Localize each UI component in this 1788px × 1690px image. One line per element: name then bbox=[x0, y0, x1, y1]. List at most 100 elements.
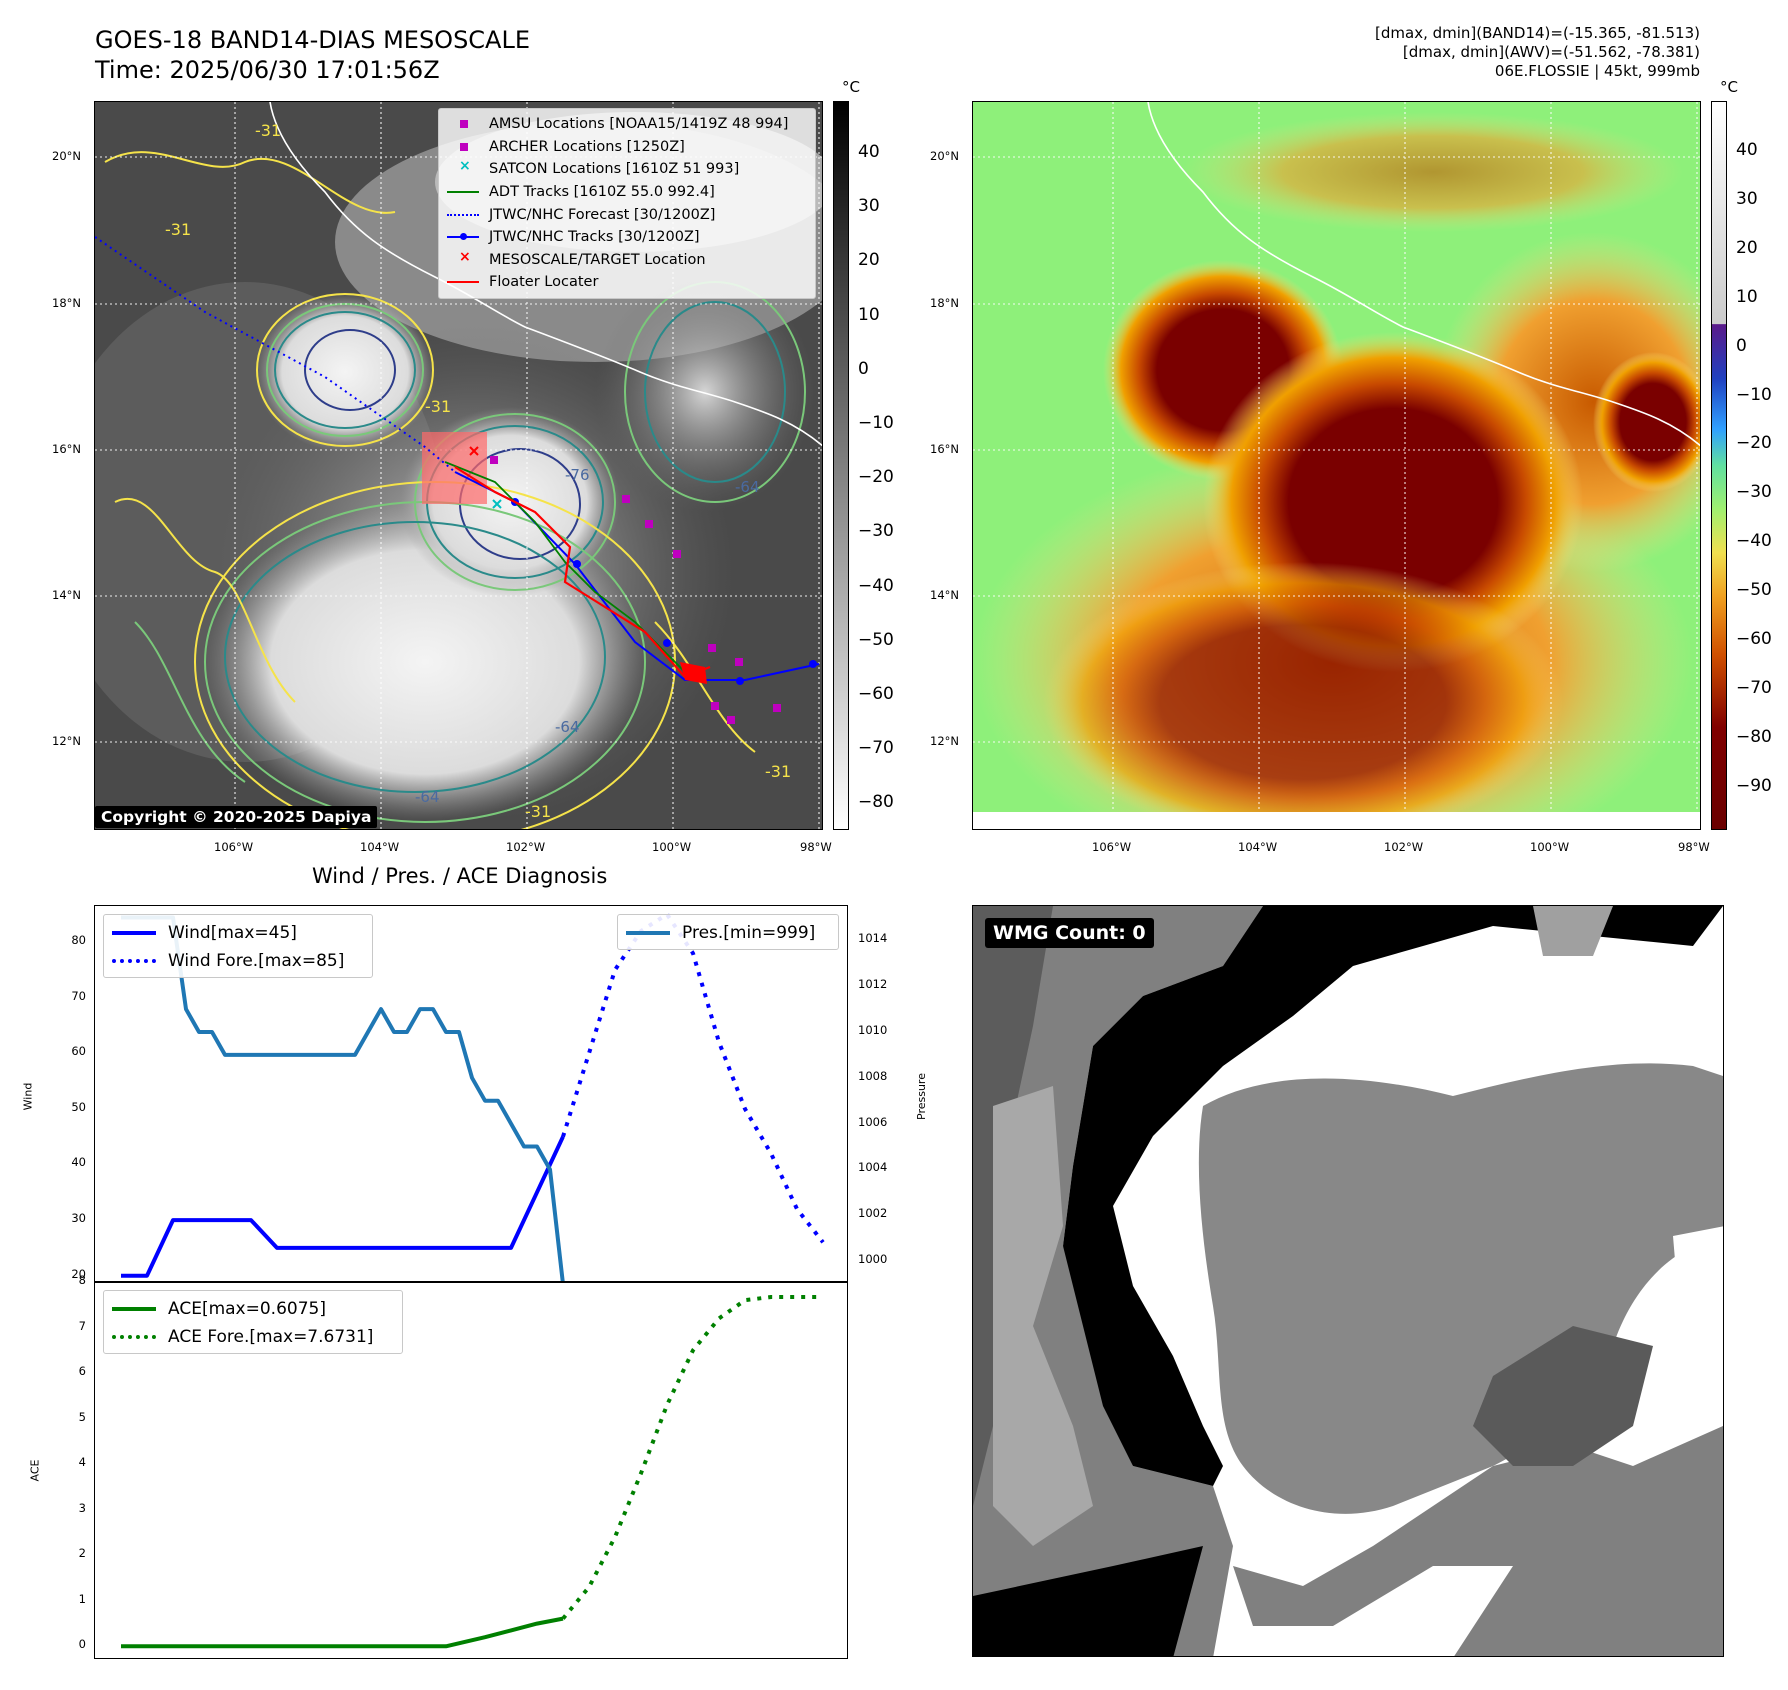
contour-label: -64 bbox=[735, 478, 760, 496]
lat-tick: 14°N bbox=[52, 588, 81, 602]
legend-item-wind: Wind[max=45] bbox=[112, 919, 364, 947]
colorbar-tick: −70 bbox=[858, 738, 894, 759]
ir-map-panel: -31 -31 -31 -31 -31 -76 -64 -64 -64 AMSU… bbox=[94, 101, 823, 830]
colorbar-unit: °C bbox=[1720, 78, 1738, 96]
pressure-axis-label: Pressure bbox=[914, 1073, 928, 1120]
y-right-tick-label: 1012 bbox=[858, 977, 888, 992]
colorbar-gray bbox=[833, 101, 849, 830]
y-tick-label: 2 bbox=[78, 1546, 86, 1561]
y-tick-label: 7 bbox=[78, 1318, 86, 1333]
legend-item-adt: ADT Tracks [1610Z 55.0 992.4] bbox=[445, 181, 807, 204]
y-right-tick-label: 1010 bbox=[858, 1023, 888, 1037]
colorbar-tick: −40 bbox=[858, 575, 894, 596]
info-storm: 06E.FLOSSIE | 45kt, 999mb bbox=[1494, 62, 1700, 80]
contour-label: -76 bbox=[565, 466, 590, 484]
lat-tick: 12°N bbox=[930, 734, 959, 748]
ace-legend: ACE[max=0.6075] ACE Fore.[max=7.6731] bbox=[103, 1290, 403, 1354]
contour-label: -31 bbox=[255, 121, 281, 140]
series-line-1 bbox=[561, 1295, 823, 1620]
lon-tick: 106°W bbox=[1092, 840, 1132, 854]
colorbar-tick: −10 bbox=[1736, 384, 1772, 405]
y-tick-label: 50 bbox=[71, 1099, 86, 1114]
ace-panel: ACE[max=0.6075] ACE Fore.[max=7.6731] bbox=[94, 1281, 848, 1659]
y-right-tick-label: 1000 bbox=[858, 1252, 888, 1267]
y-tick-label: 60 bbox=[71, 1044, 86, 1059]
colorbar-tick: −50 bbox=[1736, 580, 1772, 601]
lon-tick: 104°W bbox=[360, 840, 400, 854]
colorbar-tick: 40 bbox=[1736, 140, 1758, 160]
colorbar-tick: 40 bbox=[858, 142, 880, 162]
y-tick-label: 4 bbox=[78, 1455, 86, 1470]
lat-tick: 18°N bbox=[52, 296, 81, 310]
colorbar-tick: 10 bbox=[1736, 286, 1758, 307]
line-marker-icon bbox=[626, 931, 670, 935]
legend-item-tracks: JTWC/NHC Tracks [30/1200Z] bbox=[445, 226, 807, 249]
lon-tick: 100°W bbox=[652, 840, 692, 854]
lon-tick: 102°W bbox=[1384, 840, 1424, 854]
colorbar-tick: −80 bbox=[858, 792, 894, 813]
colorbar-tick: 20 bbox=[1736, 237, 1758, 258]
lon-tick: 98°W bbox=[1678, 840, 1710, 854]
colorbar-tick: 10 bbox=[858, 304, 880, 325]
x-marker-icon: × bbox=[459, 158, 471, 175]
y-right-tick-label: 1006 bbox=[858, 1114, 888, 1129]
legend-item-floater: Floater Locater bbox=[445, 271, 807, 294]
y-tick-label: 80 bbox=[71, 933, 86, 948]
lon-tick: 106°W bbox=[214, 840, 254, 854]
dotted-line-icon bbox=[447, 213, 479, 216]
contour-label: -31 bbox=[165, 220, 191, 239]
series-line-0 bbox=[121, 1135, 565, 1278]
y-tick-label: 6 bbox=[78, 1364, 86, 1379]
y-tick-label: 5 bbox=[78, 1409, 86, 1424]
pres-legend: Pres.[min=999] bbox=[617, 914, 839, 950]
lon-tick: 102°W bbox=[506, 840, 546, 854]
colorbar-tick: −30 bbox=[1736, 482, 1772, 503]
legend-item-ace: ACE[max=0.6075] bbox=[112, 1295, 394, 1323]
colorbar-color bbox=[1711, 101, 1727, 830]
lat-tick: 20°N bbox=[930, 149, 959, 163]
square-marker-icon bbox=[460, 142, 468, 151]
colorbar-tick: −40 bbox=[1736, 531, 1772, 552]
y-tick-label: 30 bbox=[71, 1211, 86, 1226]
legend-item-ace-forecast: ACE Fore.[max=7.6731] bbox=[112, 1323, 394, 1351]
colorbar-tick: 0 bbox=[858, 358, 869, 379]
colorbar-tick: 30 bbox=[1736, 188, 1758, 209]
lon-tick: 104°W bbox=[1238, 840, 1278, 854]
wmg-panel: WMG Count: 0 bbox=[972, 905, 1724, 1657]
legend-item-target: × MESOSCALE/TARGET Location bbox=[459, 248, 706, 268]
wind-pres-plot bbox=[121, 912, 825, 1282]
wmg-image bbox=[973, 906, 1723, 1656]
colorbar-tick: −10 bbox=[858, 413, 894, 433]
lon-tick: 100°W bbox=[1530, 840, 1570, 854]
y-tick-label: 40 bbox=[71, 1155, 86, 1170]
series-line-0 bbox=[121, 1616, 564, 1649]
series-line-2 bbox=[121, 915, 565, 1282]
contour-label: -31 bbox=[425, 397, 451, 416]
lat-tick: 12°N bbox=[52, 734, 81, 748]
lat-tick: 14°N bbox=[930, 588, 959, 602]
contour-label: -31 bbox=[765, 762, 791, 781]
ace-axis-label: ACE bbox=[28, 1459, 42, 1482]
contour-label: -31 bbox=[525, 802, 551, 821]
y-right-tick-label: 1014 bbox=[858, 931, 888, 946]
chart-time: Time: 2025/06/30 17:01:56Z bbox=[95, 56, 440, 84]
colorbar-tick: −90 bbox=[1736, 775, 1772, 796]
colorbar-tick: 0 bbox=[1736, 335, 1747, 356]
wind-pres-panel: Wind[max=45] Wind Fore.[max=85] Pres.[mi… bbox=[94, 905, 848, 1283]
square-marker-icon bbox=[460, 120, 468, 129]
y-tick-label: 8 bbox=[78, 1273, 86, 1287]
legend-item-pres: Pres.[min=999] bbox=[626, 919, 830, 947]
y-tick-label: 1 bbox=[78, 1591, 86, 1606]
legend-item-satcon: × SATCON Locations [1610Z 51 993] bbox=[459, 158, 740, 178]
info-dmax-band14: [dmax, dmin](BAND14)=(-15.365, -81.513) bbox=[1375, 24, 1700, 42]
line-marker-icon bbox=[112, 1307, 156, 1311]
colorbar-tick: −60 bbox=[1736, 629, 1772, 649]
y-right-tick-label: 1008 bbox=[858, 1068, 888, 1083]
chart-title: GOES-18 BAND14-DIAS MESOSCALE bbox=[95, 26, 531, 54]
copyright-badge: Copyright © 2020-2025 Dapiya bbox=[95, 806, 378, 828]
y-right-tick-label: 1002 bbox=[858, 1206, 888, 1221]
legend-item-archer: ARCHER Locations [1250Z] bbox=[445, 136, 807, 159]
colorbar-tick: −60 bbox=[858, 684, 894, 704]
wmg-count-badge: WMG Count: 0 bbox=[985, 918, 1154, 948]
series-line-1 bbox=[561, 912, 825, 1244]
